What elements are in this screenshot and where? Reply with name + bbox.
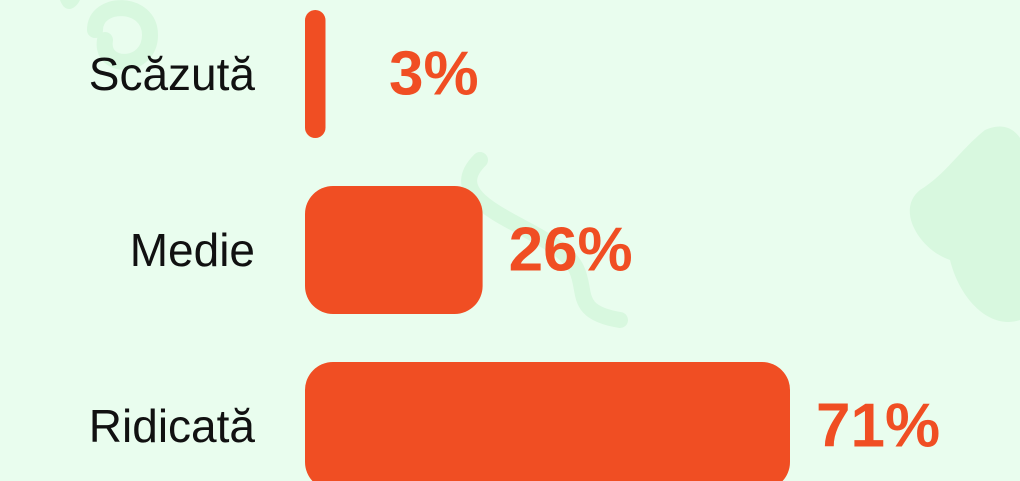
category-label: Medie bbox=[130, 224, 255, 276]
value-label: 26% bbox=[509, 215, 633, 284]
bar bbox=[305, 362, 790, 481]
bar bbox=[305, 10, 326, 138]
squiggle bbox=[461, 152, 628, 328]
blob bbox=[60, 0, 80, 10]
category-label: Ridicată bbox=[89, 400, 256, 452]
value-label: 71% bbox=[816, 391, 940, 460]
swirl bbox=[87, 0, 159, 70]
category-label: Scăzută bbox=[89, 48, 256, 100]
bar bbox=[305, 186, 483, 314]
blob bbox=[909, 126, 1020, 322]
decoration bbox=[87, 0, 628, 328]
value-label: 3% bbox=[389, 39, 479, 108]
